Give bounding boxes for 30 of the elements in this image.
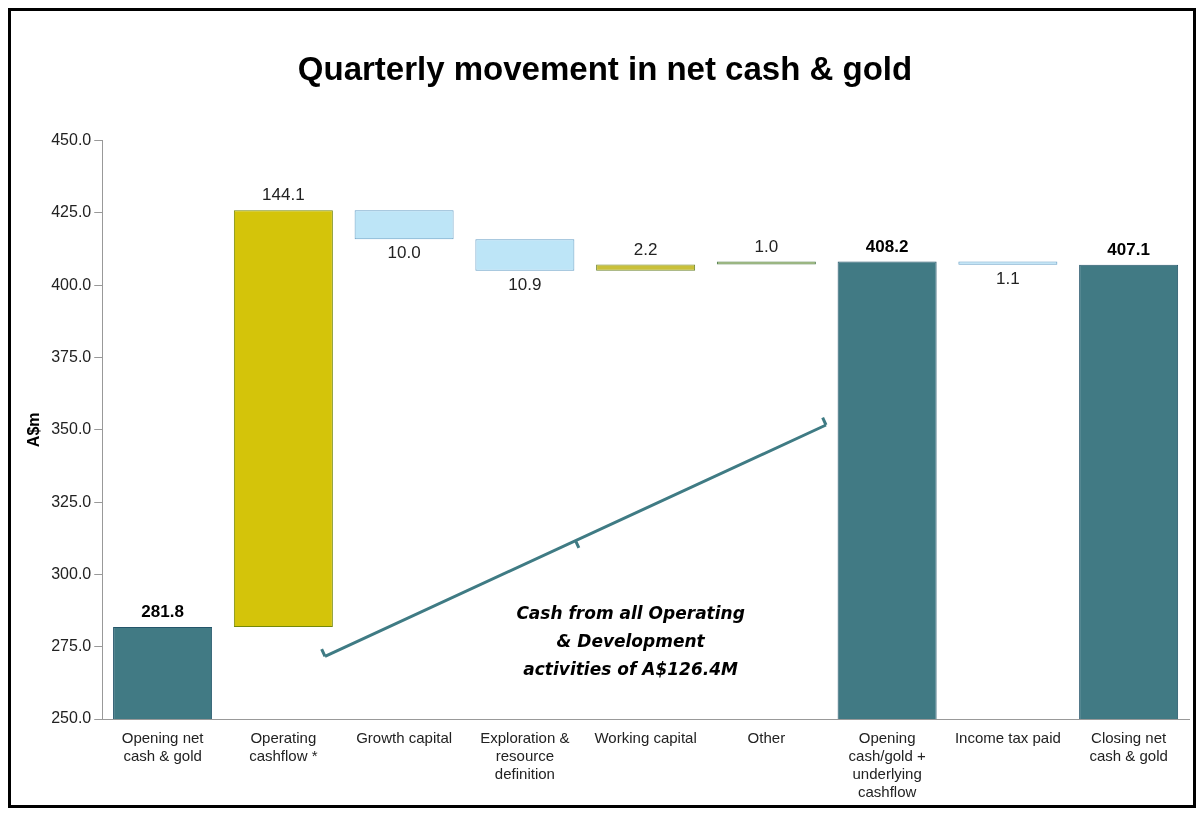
data-label: 408.2 [865,236,909,256]
data-label: 10.0 [387,243,421,263]
data-label: 144.1 [262,185,305,205]
x-tick-label: Closing net cash & gold [1089,729,1168,765]
data-label: 1.1 [996,268,1020,288]
y-tick-label: 250.0 [51,709,92,727]
data-label: 10.9 [508,274,542,294]
y-tick-label: 425.0 [51,203,92,221]
data-label: 2.2 [633,239,658,259]
y-tick-label: 325.0 [51,492,92,510]
chart-title: Quarterly movement in net cash & gold [297,49,913,87]
y-tick-label: 375.0 [51,347,92,365]
x-tick-label: Operating cashflow * [249,729,318,765]
y-axis-title: A$m [25,412,43,448]
data-label: 281.8 [141,602,184,622]
y-tick-label: 400.0 [51,275,92,293]
y-tick-label: 450.0 [51,131,92,149]
x-tick-label: Growth capital [356,729,453,747]
x-tick-label: Income tax paid [954,729,1061,747]
x-tick-label: Opening cash/gold + underlying cashflow [848,729,926,801]
x-tick-label: Working capital [594,729,697,747]
x-tick-label: Other [747,729,786,747]
data-label: 1.0 [754,236,779,256]
x-tick-label: Opening net cash & gold [121,729,205,765]
annotation: Cash from all Operating & Development activities of A$126.4M [516,603,745,680]
y-tick-label: 275.0 [51,637,92,655]
y-tick-label: 350.0 [51,420,92,438]
data-label: 407.1 [1107,239,1150,259]
x-tick-label: Exploration & resource definition [480,729,570,783]
y-tick-label: 300.0 [51,564,92,582]
